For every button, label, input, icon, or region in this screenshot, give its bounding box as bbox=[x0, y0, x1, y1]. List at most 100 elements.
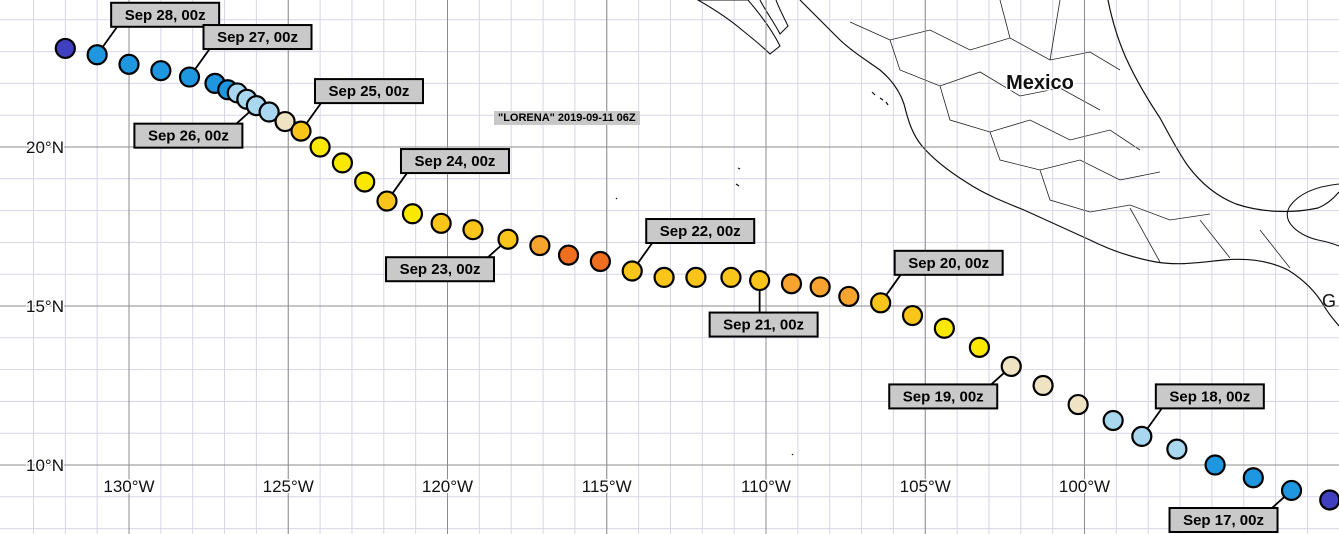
date-label-text: Sep 25, 00z bbox=[329, 83, 410, 100]
date-label-text: Sep 22, 00z bbox=[660, 223, 741, 240]
track-point bbox=[685, 266, 707, 288]
date-label-text: Sep 19, 00z bbox=[903, 388, 984, 405]
track-point bbox=[870, 292, 892, 314]
date-label: Sep 28, 00z bbox=[110, 1, 221, 28]
track-point bbox=[1319, 489, 1339, 511]
baja-peninsula bbox=[696, 0, 781, 55]
date-label-text: Sep 28, 00z bbox=[125, 7, 206, 24]
track-point bbox=[331, 152, 353, 174]
track-point bbox=[401, 203, 424, 225]
date-label: Sep 25, 00z bbox=[313, 78, 424, 105]
track-point bbox=[354, 171, 376, 193]
latitude-label: 15°N bbox=[26, 297, 64, 316]
track-point bbox=[933, 317, 955, 339]
track-point bbox=[309, 136, 331, 158]
date-label: Sep 20, 00z bbox=[893, 249, 1004, 276]
mexico-west-coast bbox=[799, 0, 1339, 327]
date-label-box bbox=[399, 148, 510, 175]
longitude-label: 115°W bbox=[582, 477, 632, 496]
track-point bbox=[462, 219, 484, 241]
state-borders bbox=[849, 0, 1291, 269]
date-label: Sep 21, 00z bbox=[708, 311, 819, 338]
track-point bbox=[1242, 467, 1264, 489]
date-label-box bbox=[1168, 507, 1279, 533]
longitude-label: 105°W bbox=[900, 477, 951, 496]
track-point bbox=[150, 60, 172, 82]
longitude-label: 125°W bbox=[263, 477, 314, 496]
date-label-box bbox=[313, 78, 424, 105]
date-label-box bbox=[110, 1, 221, 28]
track-point bbox=[653, 266, 675, 288]
latitude-label: 20°N bbox=[26, 138, 64, 157]
axis-labels: 20°N 15°N 10°N 130°W 125°W 120°W 115°W 110°W 105… bbox=[25, 137, 1112, 498]
track-point bbox=[258, 101, 280, 123]
date-label-box bbox=[1154, 383, 1265, 410]
date-label-text: Sep 21, 00z bbox=[723, 317, 804, 334]
track-point bbox=[838, 285, 860, 308]
track-point bbox=[1166, 438, 1188, 460]
date-label-box bbox=[893, 249, 1004, 276]
gulf-coast bbox=[1107, 0, 1339, 213]
date-label: Sep 19, 00z bbox=[888, 383, 999, 410]
date-label-box bbox=[202, 24, 313, 51]
date-label: Sep 17, 00z bbox=[1168, 507, 1279, 533]
track-point bbox=[290, 120, 312, 142]
date-labels: Sep 28, 00z Sep 27, 00z Sep 26, 00z Sep 25,… bbox=[110, 1, 1279, 533]
track-point bbox=[430, 212, 452, 234]
date-label: Sep 23, 00z bbox=[385, 256, 496, 283]
date-label-box bbox=[645, 218, 756, 245]
track-point bbox=[54, 37, 76, 60]
date-label-box bbox=[888, 383, 999, 410]
track-point bbox=[1000, 355, 1022, 378]
track-point bbox=[274, 110, 296, 133]
track-point bbox=[376, 190, 398, 212]
small-islands bbox=[615, 91, 889, 456]
track-point bbox=[589, 250, 611, 273]
date-label-text: Sep 27, 00z bbox=[217, 29, 298, 46]
track-point bbox=[749, 269, 771, 292]
date-label-text: Sep 17, 00z bbox=[1183, 512, 1264, 529]
date-label: Sep 22, 00z bbox=[645, 218, 756, 245]
map-title: "LORENA" 2019-09-11 06Z bbox=[494, 111, 640, 125]
baja-inner-coast bbox=[759, 0, 789, 35]
track-point bbox=[809, 276, 831, 298]
edge-label: G bbox=[1322, 291, 1336, 311]
yucatan-coast bbox=[1287, 183, 1339, 247]
date-label-text: Sep 20, 00z bbox=[908, 255, 989, 272]
date-label: Sep 27, 00z bbox=[202, 24, 313, 51]
track-point bbox=[118, 53, 140, 75]
longitude-label: 100°W bbox=[1059, 477, 1110, 496]
mexico-landmass bbox=[615, 0, 1339, 456]
longitude-label: 110°W bbox=[741, 477, 791, 496]
date-label-text: Sep 24, 00z bbox=[415, 153, 496, 170]
longitude-label: 120°W bbox=[422, 477, 473, 496]
track-point bbox=[968, 336, 990, 358]
date-label-text: Sep 23, 00z bbox=[400, 261, 481, 278]
track-point bbox=[1032, 374, 1054, 397]
track-point bbox=[1067, 393, 1089, 416]
track-point bbox=[780, 273, 803, 295]
date-label: Sep 18, 00z bbox=[1154, 383, 1265, 410]
track-point bbox=[621, 260, 643, 282]
track-point bbox=[1102, 409, 1124, 432]
latitude-label: 10°N bbox=[26, 456, 64, 475]
date-label-box bbox=[133, 122, 244, 149]
track-point bbox=[86, 44, 108, 66]
track-point bbox=[178, 66, 201, 88]
track-point bbox=[557, 244, 580, 266]
longitude-label: 130°W bbox=[103, 477, 154, 496]
track-point bbox=[497, 228, 519, 250]
track-point bbox=[1131, 425, 1153, 447]
date-label-box bbox=[708, 311, 819, 338]
track-point bbox=[720, 266, 742, 288]
date-label-text: Sep 26, 00z bbox=[148, 128, 229, 145]
date-label: Sep 24, 00z bbox=[399, 148, 510, 175]
date-label: Sep 26, 00z bbox=[133, 122, 244, 149]
country-label-mexico: Mexico bbox=[1006, 72, 1074, 94]
track-point bbox=[901, 304, 924, 327]
date-label-text: Sep 18, 00z bbox=[1169, 388, 1250, 405]
track-point bbox=[529, 234, 551, 257]
